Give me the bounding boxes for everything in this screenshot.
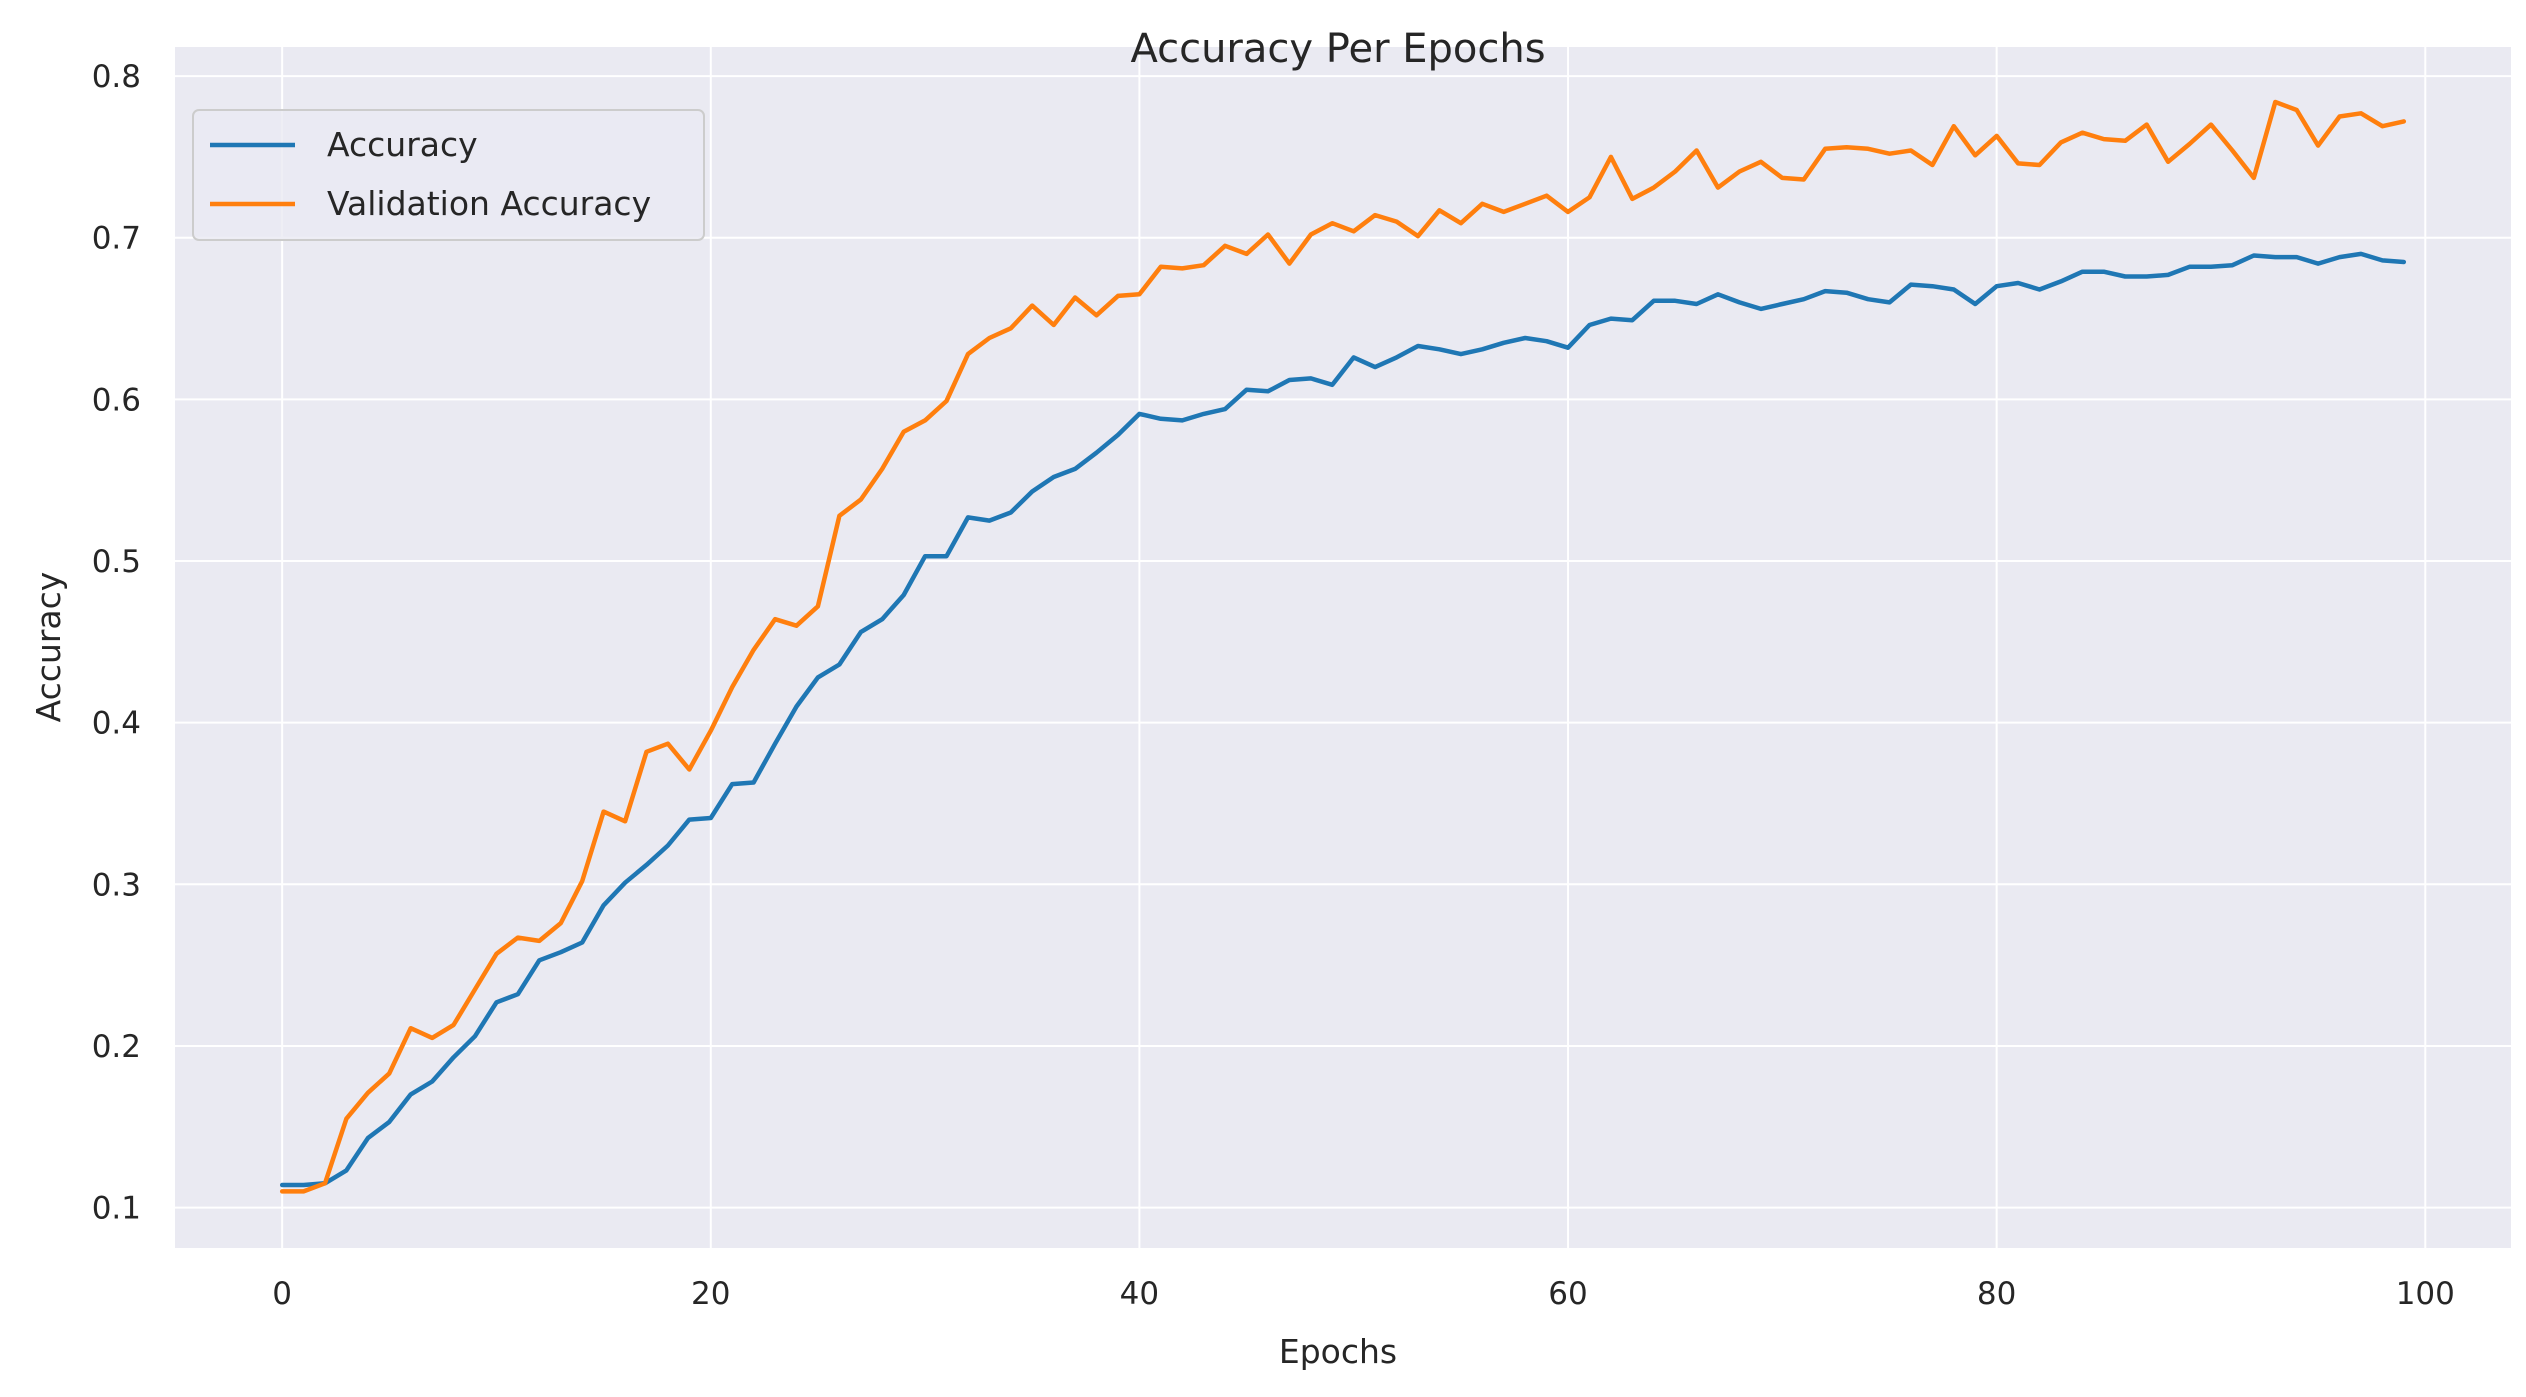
chart-title: Accuracy Per Epochs: [1130, 26, 1545, 72]
y-tick-label: 0.1: [92, 1191, 141, 1227]
legend-label-validation-accuracy: Validation Accuracy: [327, 184, 651, 223]
y-tick-label: 0.5: [92, 544, 141, 580]
accuracy-line: [279, 251, 2407, 1188]
x-axis-label: Epochs: [1279, 1332, 1397, 1371]
plot-background: [175, 47, 2511, 1248]
y-tick-labels: 0.1 0.2 0.3 0.4 0.5 0.6 0.7 0.8: [92, 59, 141, 1226]
y-tick-label: 0.6: [92, 382, 141, 418]
x-tick-label: 40: [1120, 1276, 1159, 1312]
legend-label-accuracy: Accuracy: [327, 125, 478, 164]
series-layer: [279, 99, 2407, 1194]
y-gridlines: [175, 75, 2511, 1209]
x-tick-labels: 0 20 40 60 80 100: [272, 1276, 2455, 1312]
y-tick-label: 0.8: [92, 59, 141, 95]
legend: Accuracy Validation Accuracy: [192, 109, 705, 241]
x-tick-label: 20: [691, 1276, 730, 1312]
x-tick-label: 100: [2396, 1276, 2455, 1312]
y-tick-label: 0.7: [92, 221, 141, 257]
x-gridlines: [281, 47, 2427, 1248]
y-tick-label: 0.3: [92, 867, 141, 903]
x-tick-label: 0: [272, 1276, 292, 1312]
legend-box: [192, 109, 705, 241]
x-tick-label: 60: [1548, 1276, 1587, 1312]
y-tick-label: 0.4: [92, 706, 141, 742]
y-axis-label: Accuracy: [29, 572, 68, 723]
validation-accuracy-line: [279, 99, 2407, 1194]
y-tick-label: 0.2: [92, 1029, 141, 1065]
x-tick-label: 80: [1977, 1276, 2016, 1312]
